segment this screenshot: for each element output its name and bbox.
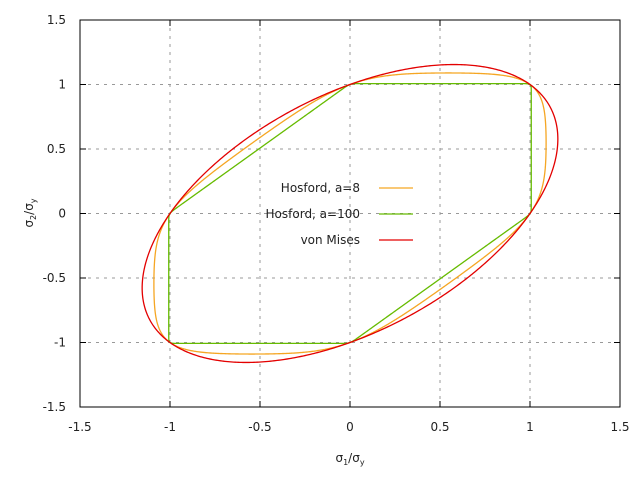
x-tick-label: 1.5 <box>610 420 629 434</box>
y-axis-label: σ2/σy <box>22 198 38 227</box>
y-tick-label: -1 <box>54 336 66 350</box>
y-tick-label: 1 <box>58 78 66 92</box>
legend-label: Hosford, a=8 <box>281 181 360 195</box>
ticks: -1.5 -1 -0.5 0 0.5 1 1.5 -1.5 -1 -0.5 0 0.5 1 1.5 <box>43 13 630 434</box>
x-tick-label: -1.5 <box>68 420 91 434</box>
y-tick-label: -0.5 <box>43 271 66 285</box>
x-tick-label: -1 <box>164 420 176 434</box>
x-tick-label: 0 <box>346 420 354 434</box>
x-tick-label: -0.5 <box>248 420 271 434</box>
legend-label: Hosford, a=100 <box>266 207 360 221</box>
legend: Hosford, a=8 Hosford, a=100 von Mises <box>266 181 413 247</box>
series-line <box>141 63 559 364</box>
y-tick-label: 0.5 <box>47 142 66 156</box>
x-tick-label: 0.5 <box>430 420 449 434</box>
x-tick-label: 1 <box>526 420 534 434</box>
x-axis-label: σ1/σy <box>335 451 364 467</box>
series-layer <box>141 63 559 364</box>
y-tick-label: 0 <box>58 207 66 221</box>
y-tick-label: -1.5 <box>43 400 66 414</box>
legend-label: von Mises <box>301 233 360 247</box>
y-tick-label: 1.5 <box>47 13 66 27</box>
